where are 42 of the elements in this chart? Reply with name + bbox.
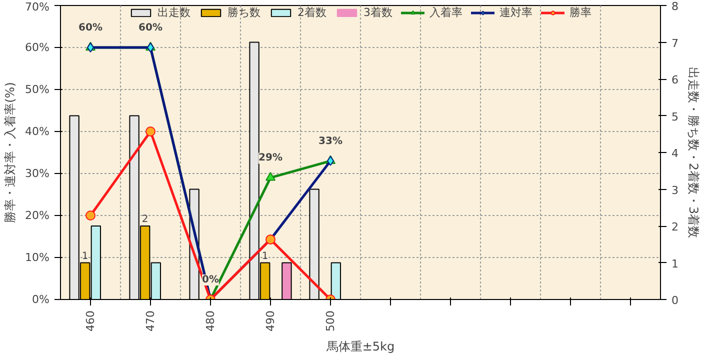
data-label: 33% (318, 136, 342, 147)
y2-tick-label: 1 (672, 257, 678, 270)
y-tick-label: 50% (25, 83, 50, 96)
y-tick-label: 70% (25, 0, 50, 14)
legend-label: 3着数 (364, 5, 392, 20)
y-tick-label: 60% (25, 41, 50, 54)
legend-label: 連対率 (500, 5, 532, 20)
y-axis-title: 勝率・連対率・入着率(%) (3, 82, 18, 223)
x-tick-label: 470 (144, 310, 157, 332)
legend-label: 入着率 (430, 5, 462, 20)
legend-label: 出走数 (158, 5, 190, 20)
x-tick-label: 500 (324, 310, 337, 332)
point (146, 126, 156, 136)
y2-tick-label: 3 (672, 184, 678, 197)
y2-tick-label: 4 (672, 147, 678, 160)
x-axis-title: 馬体重±5kg (325, 339, 395, 354)
y2-axis-title: 出走数・勝ち数・2着数・3着数 (686, 66, 700, 238)
y2-tick-label: 7 (672, 36, 678, 50)
data-label: 0% (202, 274, 219, 286)
y-tick-label: 30% (25, 167, 50, 180)
data-label: 1 (82, 250, 88, 262)
legend-label: 勝率 (570, 5, 592, 20)
y2-tick-label: 2 (672, 220, 678, 234)
y2-tick-label: 0 (672, 294, 678, 307)
data-label: 29% (258, 152, 282, 164)
y-tick-label: 10% (25, 251, 50, 264)
point (266, 172, 276, 181)
x-tick-label: 480 (204, 310, 217, 332)
legend-label: 勝ち数 (228, 5, 260, 20)
x-tick-label: 460 (84, 310, 97, 332)
x-tick-label: 490 (264, 310, 277, 332)
y-tick-label: 0% (32, 293, 50, 306)
data-label: 60% (138, 22, 162, 34)
y-tick-label: 20% (25, 209, 50, 222)
y-tick-label: 40% (25, 125, 50, 138)
y2-tick-label: 5 (672, 110, 678, 124)
y2-tick-label: 8 (672, 0, 678, 13)
data-label: 1 (262, 250, 268, 262)
legend-label: 2着数 (298, 5, 326, 20)
data-label: 2 (142, 214, 148, 225)
data-label: 60% (78, 22, 102, 34)
y2-tick-label: 6 (672, 74, 678, 86)
